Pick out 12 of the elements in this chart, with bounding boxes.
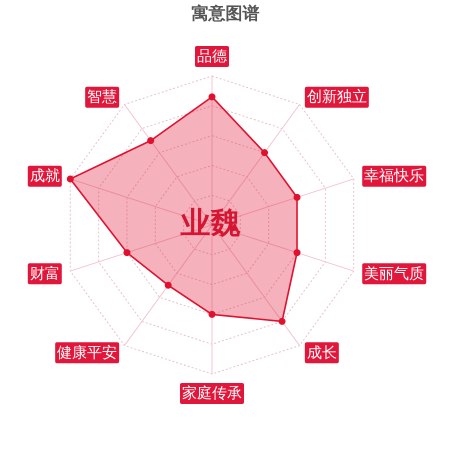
spoke-label: 财富 bbox=[30, 265, 60, 282]
spoke-label: 家庭传承 bbox=[182, 384, 242, 402]
spoke-label: 幸福快乐 bbox=[364, 168, 424, 185]
spoke-label: 美丽气质 bbox=[364, 265, 424, 282]
chart-title: 寓意图谱 bbox=[192, 4, 260, 23]
text: 业魏 bbox=[180, 207, 241, 240]
spoke-label: 成就 bbox=[30, 168, 60, 185]
spoke-label: 品德 bbox=[197, 48, 227, 66]
spoke-label: 健康平安 bbox=[57, 344, 118, 362]
spoke-label: 创新独立 bbox=[306, 88, 367, 106]
spoke-label: 智慧 bbox=[87, 88, 118, 106]
spoke-label: 成长 bbox=[306, 344, 337, 362]
